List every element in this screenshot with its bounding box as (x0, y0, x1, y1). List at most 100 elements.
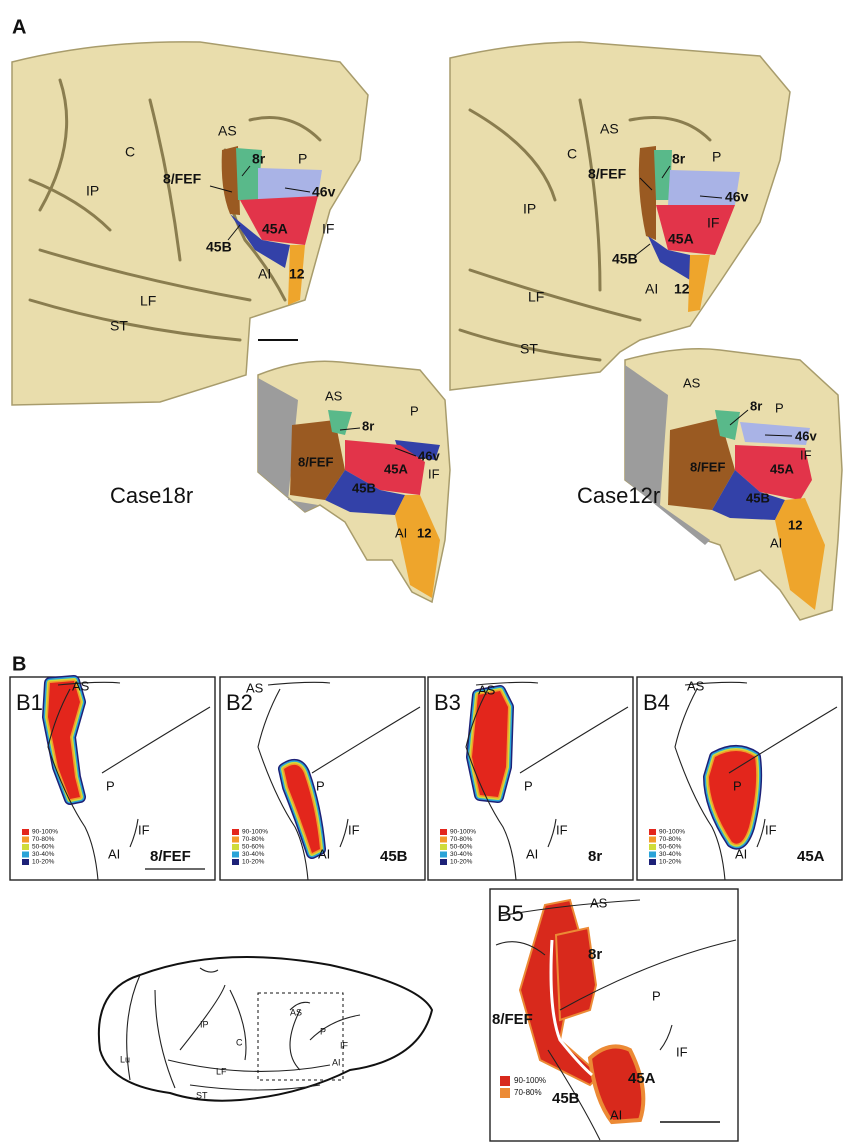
label: IF (556, 822, 568, 837)
label: 90-100% (514, 1076, 546, 1085)
legend-swatch (232, 829, 239, 835)
label: IF (340, 1040, 349, 1050)
label: IF (707, 215, 719, 231)
label: B4 (643, 690, 670, 715)
label: AI (108, 846, 120, 861)
legend-swatch (649, 844, 656, 850)
label: 46v (725, 189, 749, 205)
sulcus (520, 707, 628, 773)
label: Case12r (577, 483, 660, 508)
label: AI (526, 846, 538, 861)
label: C (567, 146, 577, 162)
label: IF (800, 447, 812, 462)
label: Lu (120, 1054, 130, 1064)
label: P (652, 988, 661, 1003)
label: B1 (16, 690, 43, 715)
label: AS (325, 388, 343, 403)
label: ST (110, 318, 128, 334)
legend-swatch (440, 859, 447, 865)
label: 45A (770, 461, 794, 476)
legend-swatch (440, 844, 447, 850)
label: 8r (672, 151, 686, 167)
label: IF (138, 822, 150, 837)
brain-surface (450, 42, 790, 390)
label: B3 (434, 690, 461, 715)
sulcus (729, 707, 837, 773)
label: 8/FEF (690, 459, 725, 474)
label: IP (86, 183, 99, 199)
legend-swatch (22, 859, 29, 865)
label: ST (520, 341, 538, 357)
label: 8/FEF (298, 454, 333, 469)
legend-swatch (232, 837, 239, 843)
label: LF (140, 293, 156, 309)
label: ST (196, 1090, 208, 1100)
label: 45A (797, 848, 825, 865)
sulcus (312, 707, 420, 773)
label: 8r (750, 398, 762, 413)
sulcus (548, 819, 556, 847)
label: 8r (362, 418, 374, 433)
legend-swatch (22, 852, 29, 858)
label: Case18r (110, 483, 193, 508)
label: AS (683, 375, 701, 390)
legend-swatch (500, 1088, 510, 1098)
label: P (410, 403, 419, 418)
label: 70-80% (32, 836, 55, 843)
sulcus (102, 707, 210, 773)
label: AS (218, 123, 237, 139)
label: P (733, 778, 742, 793)
label: P (106, 778, 115, 793)
label: 45B (352, 480, 376, 495)
label: P (316, 778, 325, 793)
label: 8/FEF (588, 166, 627, 182)
legend-swatch (440, 829, 447, 835)
label: 12 (674, 281, 690, 297)
label: 8r (252, 151, 266, 167)
label: AI (735, 846, 747, 861)
legend-swatch (22, 829, 29, 835)
label: 8/FEF (163, 171, 202, 187)
label: 10-20% (242, 859, 265, 866)
label: 45B (380, 848, 408, 865)
label: AS (290, 1007, 302, 1017)
label: 45A (668, 231, 694, 247)
legend-swatch (649, 837, 656, 843)
label: AS (478, 682, 496, 697)
label: B5 (497, 901, 524, 926)
label: 45A (628, 1070, 656, 1087)
label: AI (318, 846, 330, 861)
label: AI (645, 281, 658, 297)
label: 90-100% (32, 829, 58, 836)
legend-swatch (440, 837, 447, 843)
panel-label: A (12, 16, 26, 38)
label: 45A (262, 221, 288, 237)
label: P (775, 400, 784, 415)
label: AS (246, 680, 264, 695)
label: IF (322, 221, 334, 237)
label: 45B (746, 490, 770, 505)
label: 70-80% (514, 1088, 542, 1097)
label: 90-100% (450, 829, 476, 836)
label: LF (528, 289, 544, 305)
sulcus (130, 819, 138, 847)
label: P (524, 778, 533, 793)
label: AI (258, 266, 271, 282)
label: 8r (588, 848, 602, 865)
label: 30-40% (242, 851, 265, 858)
label: 46v (312, 184, 336, 200)
label: 8r (588, 946, 602, 963)
label: 70-80% (659, 836, 682, 843)
sulcus (757, 819, 765, 847)
label: AS (687, 678, 705, 693)
label: IP (200, 1019, 209, 1029)
sulcus (268, 682, 330, 685)
legend-swatch (22, 837, 29, 843)
label: 90-100% (659, 829, 685, 836)
figure: A (0, 0, 843, 1142)
label: AI (610, 1107, 622, 1122)
label: 45B (612, 251, 638, 267)
